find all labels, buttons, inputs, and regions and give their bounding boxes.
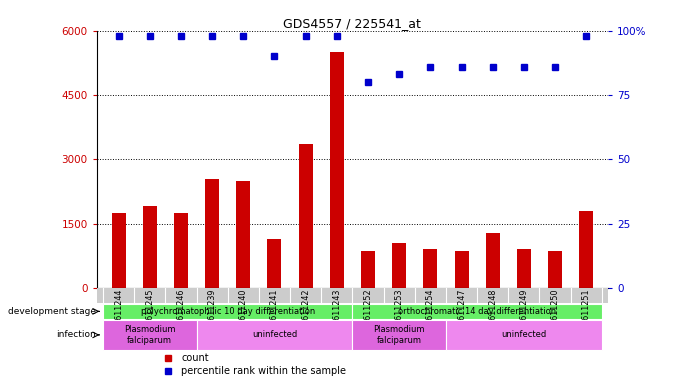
Text: count: count <box>181 353 209 363</box>
Bar <box>579 211 594 288</box>
Text: polychromatophilic 10 day differentiation: polychromatophilic 10 day differentiatio… <box>140 307 315 316</box>
Bar <box>143 206 157 288</box>
Text: Plasmodium
falciparum: Plasmodium falciparum <box>124 325 176 344</box>
Text: GSM611244: GSM611244 <box>114 288 123 337</box>
Bar <box>446 320 602 350</box>
Bar <box>548 251 562 288</box>
Text: uninfected: uninfected <box>501 330 547 339</box>
Bar <box>236 180 250 288</box>
Text: GSM611251: GSM611251 <box>582 288 591 337</box>
Text: GSM611239: GSM611239 <box>207 288 216 337</box>
Text: GSM611250: GSM611250 <box>551 288 560 337</box>
Text: GSM611248: GSM611248 <box>489 288 498 337</box>
Bar <box>486 233 500 288</box>
Text: GSM611245: GSM611245 <box>145 288 154 337</box>
Bar <box>267 238 281 288</box>
Text: infection: infection <box>57 330 96 339</box>
Text: development stage: development stage <box>8 307 96 316</box>
Bar <box>517 249 531 288</box>
Text: GSM611247: GSM611247 <box>457 288 466 337</box>
Bar <box>103 304 352 319</box>
Text: GSM611246: GSM611246 <box>176 288 185 337</box>
Text: GSM611241: GSM611241 <box>270 288 279 337</box>
Bar <box>174 213 188 288</box>
Bar <box>205 179 219 288</box>
Text: GSM611254: GSM611254 <box>426 288 435 337</box>
Text: percentile rank within the sample: percentile rank within the sample <box>181 366 346 376</box>
Bar <box>103 320 196 350</box>
Bar <box>196 320 352 350</box>
Bar <box>424 249 437 288</box>
Text: orthochromatic 14 day differentiation: orthochromatic 14 day differentiation <box>398 307 556 316</box>
Bar <box>299 144 312 288</box>
Text: GSM611249: GSM611249 <box>520 288 529 337</box>
Bar <box>352 304 602 319</box>
Bar <box>111 213 126 288</box>
Text: Plasmodium
falciparum: Plasmodium falciparum <box>373 325 425 344</box>
Bar <box>455 250 468 288</box>
Text: GSM611242: GSM611242 <box>301 288 310 337</box>
Text: GSM611243: GSM611243 <box>332 288 341 337</box>
Bar <box>97 288 608 303</box>
Text: GSM611240: GSM611240 <box>239 288 248 337</box>
Title: GDS4557 / 225541_at: GDS4557 / 225541_at <box>283 17 422 30</box>
Text: GSM611252: GSM611252 <box>363 288 372 337</box>
Bar <box>330 52 344 288</box>
Bar <box>352 320 446 350</box>
Text: GSM611253: GSM611253 <box>395 288 404 337</box>
Bar <box>392 243 406 288</box>
Text: uninfected: uninfected <box>252 330 297 339</box>
Bar <box>361 250 375 288</box>
